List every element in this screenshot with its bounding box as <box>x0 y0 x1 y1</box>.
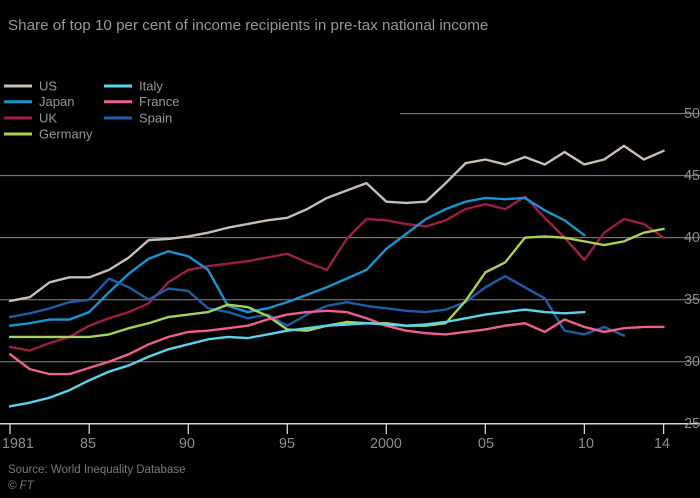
svg-text:90: 90 <box>179 436 195 452</box>
svg-text:85: 85 <box>80 436 96 452</box>
svg-text:30: 30 <box>684 354 700 370</box>
svg-text:UK: UK <box>39 111 57 126</box>
svg-text:95: 95 <box>279 436 295 452</box>
svg-text:France: France <box>139 94 179 109</box>
svg-text:2000: 2000 <box>370 436 402 452</box>
svg-text:45: 45 <box>684 168 700 184</box>
svg-text:Spain: Spain <box>139 111 172 126</box>
svg-text:US: US <box>39 79 57 94</box>
svg-text:05: 05 <box>478 436 494 452</box>
svg-text:14: 14 <box>654 436 670 452</box>
svg-text:50: 50 <box>684 106 700 122</box>
svg-text:35: 35 <box>684 292 700 308</box>
svg-text:1981: 1981 <box>2 436 34 452</box>
svg-text:Germany: Germany <box>39 127 93 142</box>
svg-text:Italy: Italy <box>139 79 163 94</box>
svg-text:40: 40 <box>684 230 700 246</box>
svg-text:10: 10 <box>578 436 594 452</box>
svg-text:25: 25 <box>684 416 700 432</box>
svg-text:Japan: Japan <box>39 94 74 109</box>
